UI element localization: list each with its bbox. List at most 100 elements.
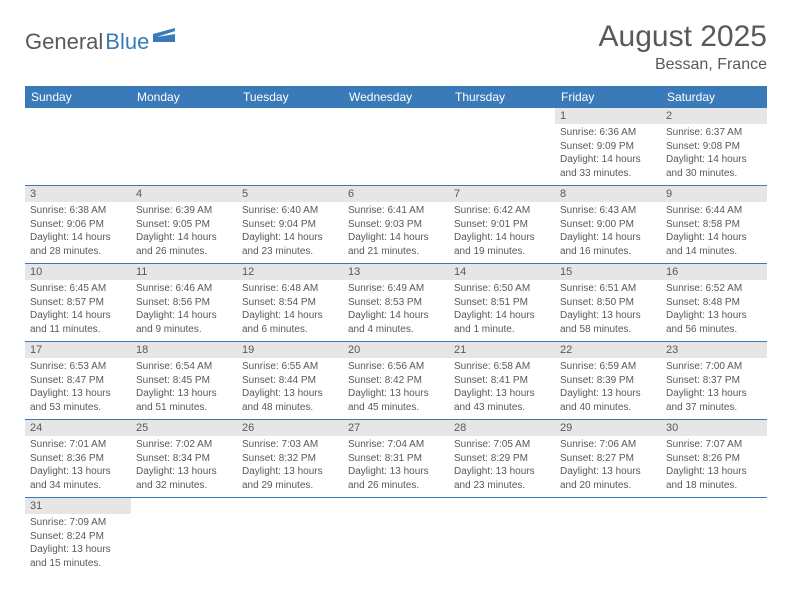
day-details: Sunrise: 6:55 AMSunset: 8:44 PMDaylight:… (242, 360, 338, 414)
daylight-line: Daylight: 14 hours and 33 minutes. (560, 153, 656, 180)
day-cell: 17Sunrise: 6:53 AMSunset: 8:47 PMDayligh… (25, 342, 131, 419)
header: General Blue August 2025 Bessan, France (25, 20, 767, 74)
day-cell: 3Sunrise: 6:38 AMSunset: 9:06 PMDaylight… (25, 186, 131, 263)
week-row: 10Sunrise: 6:45 AMSunset: 8:57 PMDayligh… (25, 264, 767, 342)
day-number: 8 (555, 186, 661, 202)
empty-cell (237, 498, 343, 575)
day-header: Thursday (449, 86, 555, 108)
day-cell: 27Sunrise: 7:04 AMSunset: 8:31 PMDayligh… (343, 420, 449, 497)
day-cell: 6Sunrise: 6:41 AMSunset: 9:03 PMDaylight… (343, 186, 449, 263)
daylight-line: Daylight: 14 hours and 28 minutes. (30, 231, 126, 258)
sunset-line: Sunset: 9:03 PM (348, 218, 444, 232)
day-number: 16 (661, 264, 767, 280)
sunset-line: Sunset: 8:45 PM (136, 374, 232, 388)
day-cell: 28Sunrise: 7:05 AMSunset: 8:29 PMDayligh… (449, 420, 555, 497)
day-number: 20 (343, 342, 449, 358)
day-details: Sunrise: 6:40 AMSunset: 9:04 PMDaylight:… (242, 204, 338, 258)
day-header: Friday (555, 86, 661, 108)
logo-text-general: General (25, 29, 103, 55)
day-number: 4 (131, 186, 237, 202)
sunset-line: Sunset: 8:39 PM (560, 374, 656, 388)
day-number: 1 (555, 108, 661, 124)
sunset-line: Sunset: 8:41 PM (454, 374, 550, 388)
day-cell: 2Sunrise: 6:37 AMSunset: 9:08 PMDaylight… (661, 108, 767, 185)
daylight-line: Daylight: 14 hours and 23 minutes. (242, 231, 338, 258)
sunset-line: Sunset: 8:56 PM (136, 296, 232, 310)
day-number: 17 (25, 342, 131, 358)
day-header: Sunday (25, 86, 131, 108)
sunset-line: Sunset: 8:29 PM (454, 452, 550, 466)
sunrise-line: Sunrise: 6:46 AM (136, 282, 232, 296)
calendar-page: General Blue August 2025 Bessan, France … (0, 0, 792, 595)
week-row: 1 Sunrise: 6:36 AMSunset: 9:09 PMDaylight… (25, 108, 767, 186)
day-number: 2 (661, 108, 767, 124)
sunrise-line: Sunrise: 7:00 AM (666, 360, 762, 374)
day-header-row: SundayMondayTuesdayWednesdayThursdayFrid… (25, 86, 767, 108)
daylight-line: Daylight: 14 hours and 16 minutes. (560, 231, 656, 258)
day-cell: 11 Sunrise: 6:46 AMSunset: 8:56 PMDayligh… (131, 264, 237, 341)
sunrise-line: Sunrise: 7:07 AM (666, 438, 762, 452)
sunrise-line: Sunrise: 7:02 AM (136, 438, 232, 452)
day-cell: 29Sunrise: 7:06 AMSunset: 8:27 PMDayligh… (555, 420, 661, 497)
daylight-line: Daylight: 13 hours and 45 minutes. (348, 387, 444, 414)
day-details: Sunrise: 7:07 AMSunset: 8:26 PMDaylight:… (666, 438, 762, 492)
day-details: Sunrise: 6:43 AMSunset: 9:00 PMDaylight:… (560, 204, 656, 258)
daylight-line: Daylight: 14 hours and 6 minutes. (242, 309, 338, 336)
sunset-line: Sunset: 8:31 PM (348, 452, 444, 466)
daylight-line: Daylight: 14 hours and 14 minutes. (666, 231, 762, 258)
empty-cell (343, 108, 449, 185)
daylight-line: Daylight: 13 hours and 48 minutes. (242, 387, 338, 414)
sunset-line: Sunset: 8:42 PM (348, 374, 444, 388)
day-details: Sunrise: 6:44 AMSunset: 8:58 PMDaylight:… (666, 204, 762, 258)
day-number: 19 (237, 342, 343, 358)
day-details: Sunrise: 6:39 AMSunset: 9:05 PMDaylight:… (136, 204, 232, 258)
day-cell: 13Sunrise: 6:49 AMSunset: 8:53 PMDayligh… (343, 264, 449, 341)
day-number: 3 (25, 186, 131, 202)
daylight-line: Daylight: 13 hours and 56 minutes. (666, 309, 762, 336)
week-row: 17Sunrise: 6:53 AMSunset: 8:47 PMDayligh… (25, 342, 767, 420)
day-details: Sunrise: 6:46 AMSunset: 8:56 PMDaylight:… (136, 282, 232, 336)
sunrise-line: Sunrise: 6:42 AM (454, 204, 550, 218)
sunrise-line: Sunrise: 6:45 AM (30, 282, 126, 296)
sunset-line: Sunset: 8:44 PM (242, 374, 338, 388)
empty-cell (131, 108, 237, 185)
day-cell: 31Sunrise: 7:09 AMSunset: 8:24 PMDayligh… (25, 498, 131, 575)
day-header: Wednesday (343, 86, 449, 108)
sunrise-line: Sunrise: 7:03 AM (242, 438, 338, 452)
sunset-line: Sunset: 9:00 PM (560, 218, 656, 232)
sunrise-line: Sunrise: 6:56 AM (348, 360, 444, 374)
sunrise-line: Sunrise: 6:55 AM (242, 360, 338, 374)
day-details: Sunrise: 6:50 AMSunset: 8:51 PMDaylight:… (454, 282, 550, 336)
day-details: Sunrise: 6:36 AMSunset: 9:09 PMDaylight:… (560, 126, 656, 180)
day-cell: 30Sunrise: 7:07 AMSunset: 8:26 PMDayligh… (661, 420, 767, 497)
sunset-line: Sunset: 8:34 PM (136, 452, 232, 466)
day-number: 12 (237, 264, 343, 280)
daylight-line: Daylight: 13 hours and 51 minutes. (136, 387, 232, 414)
day-details: Sunrise: 6:59 AMSunset: 8:39 PMDaylight:… (560, 360, 656, 414)
sunset-line: Sunset: 8:37 PM (666, 374, 762, 388)
day-number: 11 (131, 264, 237, 280)
day-cell: 19 Sunrise: 6:55 AMSunset: 8:44 PMDayligh… (237, 342, 343, 419)
daylight-line: Daylight: 13 hours and 18 minutes. (666, 465, 762, 492)
daylight-line: Daylight: 14 hours and 26 minutes. (136, 231, 232, 258)
day-cell: 15Sunrise: 6:51 AMSunset: 8:50 PMDayligh… (555, 264, 661, 341)
daylight-line: Daylight: 14 hours and 19 minutes. (454, 231, 550, 258)
empty-cell (449, 498, 555, 575)
location: Bessan, France (599, 56, 767, 74)
sunset-line: Sunset: 8:24 PM (30, 530, 126, 544)
daylight-line: Daylight: 14 hours and 11 minutes. (30, 309, 126, 336)
day-number: 6 (343, 186, 449, 202)
logo-flag-icon (153, 28, 175, 47)
sunset-line: Sunset: 8:54 PM (242, 296, 338, 310)
sunset-line: Sunset: 8:50 PM (560, 296, 656, 310)
empty-cell (25, 108, 131, 185)
week-row: 3Sunrise: 6:38 AMSunset: 9:06 PMDaylight… (25, 186, 767, 264)
day-cell: 21Sunrise: 6:58 AMSunset: 8:41 PMDayligh… (449, 342, 555, 419)
day-number: 26 (237, 420, 343, 436)
day-details: Sunrise: 6:48 AMSunset: 8:54 PMDaylight:… (242, 282, 338, 336)
empty-cell (555, 498, 661, 575)
calendar-grid: SundayMondayTuesdayWednesdayThursdayFrid… (25, 86, 767, 575)
day-details: Sunrise: 7:00 AMSunset: 8:37 PMDaylight:… (666, 360, 762, 414)
daylight-line: Daylight: 14 hours and 4 minutes. (348, 309, 444, 336)
day-details: Sunrise: 6:58 AMSunset: 8:41 PMDaylight:… (454, 360, 550, 414)
